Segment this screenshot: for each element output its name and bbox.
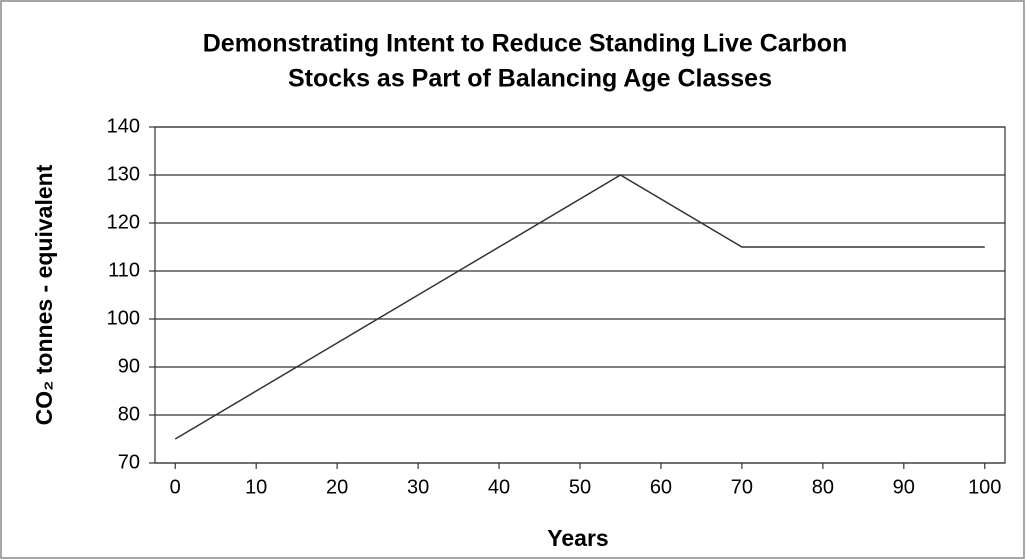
y-tick-label: 110	[108, 259, 140, 281]
x-tick-label: 30	[407, 476, 429, 498]
y-tick-label: 130	[107, 163, 140, 185]
x-tick-label: 70	[731, 476, 753, 498]
x-tick-label: 50	[569, 476, 591, 498]
y-tick-label: 100	[107, 307, 140, 329]
x-tick-label: 0	[170, 476, 181, 498]
data-line	[174, 174, 985, 440]
y-tick-label: 90	[118, 355, 140, 377]
chart-title: Demonstrating Intent to Reduce Standing …	[203, 30, 847, 58]
x-tick-label: 60	[650, 476, 672, 498]
x-tick-label: 100	[968, 476, 1001, 498]
x-tick-label: 20	[326, 476, 348, 498]
y-tick-label: 70	[118, 451, 140, 473]
y-tick-label: 80	[118, 403, 140, 425]
y-axis-label: CO₂ tonnes - equivalent	[31, 164, 57, 425]
plot-area	[154, 126, 1006, 464]
x-tick-label: 10	[245, 476, 267, 498]
x-tick-label: 80	[812, 476, 834, 498]
x-tick-label: 40	[488, 476, 510, 498]
y-tick-label: 120	[107, 211, 140, 233]
x-tick-label: 90	[893, 476, 915, 498]
x-axis-label: Years	[547, 525, 608, 551]
y-tick-label: 140	[107, 115, 140, 137]
chart-title: Stocks as Part of Balancing Age Classes	[288, 65, 772, 93]
